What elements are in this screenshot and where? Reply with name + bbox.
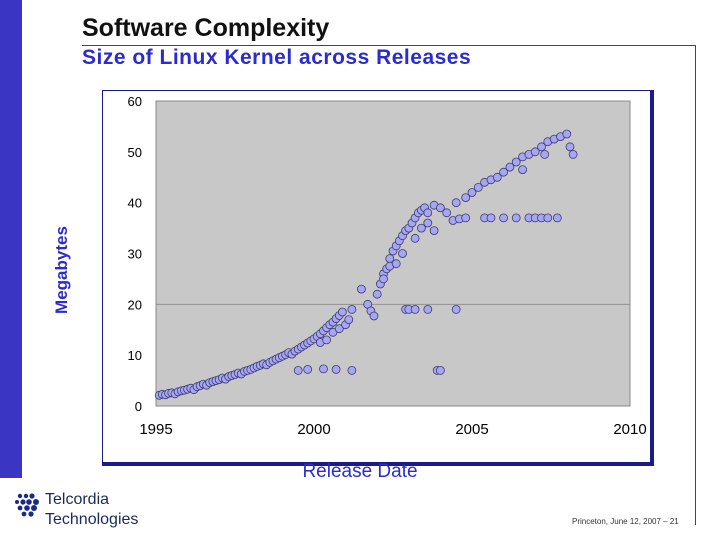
left-accent-bar — [0, 0, 22, 478]
data-point — [391, 259, 401, 269]
data-point — [303, 364, 313, 374]
data-point — [565, 142, 575, 152]
x-tick-label: 2000 — [297, 421, 330, 438]
data-point — [423, 218, 433, 228]
data-point — [429, 226, 439, 236]
data-point — [451, 198, 461, 208]
data-point — [334, 324, 344, 334]
data-point — [530, 147, 540, 157]
x-tick-labels: 1995 2000 2005 2010 — [139, 421, 646, 438]
data-point — [293, 365, 303, 375]
y-tick-labels: 0 10 20 30 40 50 60 — [128, 94, 142, 414]
telcordia-logo: Telcordia Technologies — [14, 486, 154, 535]
data-point — [511, 213, 521, 223]
slide-subtitle: Size of Linux Kernel across Releases — [82, 46, 472, 69]
y-tick-label: 40 — [128, 196, 142, 211]
logo-text-telcordia: Telcordia — [45, 491, 109, 508]
data-points — [154, 129, 578, 400]
telcordia-mark-icon: Telcordia Technologies — [15, 491, 138, 528]
data-point — [319, 364, 328, 374]
data-point — [356, 284, 366, 294]
data-point — [322, 335, 332, 345]
y-tick-label: 30 — [128, 247, 142, 262]
data-point — [505, 162, 515, 172]
data-point — [410, 304, 420, 314]
data-point — [562, 129, 572, 139]
data-point — [492, 172, 502, 182]
data-point — [435, 365, 445, 375]
data-point — [568, 150, 578, 159]
data-point — [423, 208, 433, 218]
data-point — [369, 311, 379, 321]
data-point — [511, 157, 521, 167]
y-tick-label: 50 — [128, 145, 142, 160]
data-point — [337, 307, 347, 317]
data-point — [423, 304, 433, 314]
slide-footer: Princeton, June 12, 2007 – 21 — [572, 517, 679, 526]
data-point — [552, 213, 562, 223]
x-tick-label: 2005 — [455, 421, 488, 438]
data-point — [486, 213, 496, 223]
data-point — [379, 274, 388, 284]
x-tick-label: 1995 — [139, 421, 172, 438]
y-tick-label: 20 — [128, 297, 142, 312]
data-point — [499, 213, 509, 223]
data-point — [473, 183, 483, 192]
data-point — [461, 213, 471, 223]
scatter-chart: 0 10 20 30 40 50 60 1995 2000 2005 2010 — [128, 94, 647, 438]
data-point — [499, 167, 509, 177]
data-point — [398, 249, 407, 258]
data-point — [416, 223, 426, 233]
data-point — [347, 304, 357, 314]
y-tick-label: 10 — [128, 348, 142, 363]
data-point — [467, 188, 477, 197]
right-rule — [695, 45, 696, 525]
data-point — [451, 304, 461, 314]
data-point — [331, 364, 341, 374]
data-point — [372, 289, 382, 299]
chart-panel: 0 10 20 30 40 50 60 1995 2000 2005 2010 — [102, 90, 654, 466]
y-tick-label: 0 — [135, 399, 142, 414]
data-point — [344, 315, 354, 325]
x-axis-label: Release Date — [302, 461, 418, 482]
data-point — [543, 213, 553, 223]
data-point — [461, 193, 471, 202]
data-point — [347, 365, 357, 375]
slide-title: Software Complexity — [82, 14, 330, 42]
y-tick-label: 60 — [128, 94, 142, 109]
logo-text-technologies: Technologies — [45, 511, 138, 528]
data-point — [540, 150, 550, 159]
data-point — [518, 165, 528, 174]
y-axis-label: Megabytes — [52, 226, 71, 314]
data-point — [537, 142, 546, 152]
x-tick-label: 2010 — [613, 421, 646, 438]
header-rule — [82, 45, 696, 46]
data-point — [442, 208, 452, 218]
data-point — [435, 203, 445, 213]
data-point — [410, 233, 420, 243]
